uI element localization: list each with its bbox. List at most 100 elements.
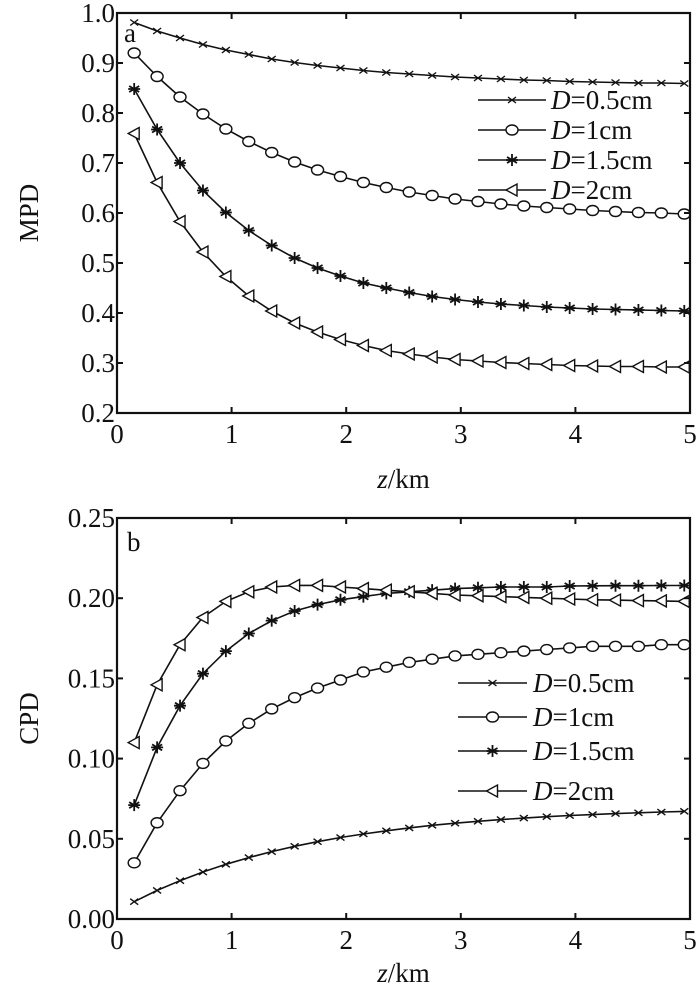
marker-x [634, 79, 643, 87]
marker-triangle-left [333, 332, 347, 347]
marker-x [656, 79, 666, 87]
legend-label-value: =0.5cm [571, 85, 653, 115]
marker-star [632, 304, 645, 316]
marker-triangle-left [653, 593, 668, 609]
x-axis-title-unit: /km [388, 464, 430, 494]
series-D=2cm [126, 126, 690, 375]
marker-x [427, 71, 437, 80]
legend-label: D=1.5cm [532, 736, 634, 766]
marker-star [471, 581, 484, 594]
series-D=0.5cm [129, 18, 689, 88]
y-tick-label: 0.15 [68, 663, 115, 693]
y-tick-label: 0.3 [81, 348, 115, 378]
marker-circle [608, 640, 623, 653]
marker-star [563, 580, 576, 593]
marker-x [565, 811, 575, 820]
marker-circle [196, 108, 210, 120]
marker-x [175, 877, 185, 885]
marker-triangle-left [401, 346, 415, 362]
marker-triangle-left [539, 357, 553, 372]
marker-x [611, 810, 620, 818]
marker-x [336, 64, 345, 72]
marker-circle [287, 156, 302, 168]
x-tick-label: 5 [683, 925, 697, 955]
marker-star [334, 270, 347, 282]
marker-star [494, 580, 507, 593]
marker-x [175, 34, 185, 42]
marker-triangle-left [516, 590, 530, 605]
legend-entry: D=2cm [458, 776, 614, 806]
marker-triangle-left [287, 578, 301, 593]
marker-triangle-left [126, 126, 140, 141]
marker-triangle-left [630, 359, 645, 374]
marker-triangle-left [241, 584, 255, 599]
x-tick-label: 2 [339, 419, 353, 449]
x-tick-label: 5 [683, 419, 697, 449]
y-tick-label: 0.10 [68, 744, 115, 774]
marker-star [219, 206, 232, 219]
marker-circle [448, 193, 462, 205]
marker-x [267, 55, 277, 63]
marker-star [426, 290, 439, 303]
marker-circle [173, 784, 187, 797]
marker-star [586, 303, 599, 315]
marker-circle [242, 135, 256, 148]
marker-x [427, 821, 437, 829]
marker-x [634, 809, 643, 817]
marker-triangle-left [447, 352, 461, 367]
series-D=0.5cm [129, 807, 689, 906]
marker-x [290, 842, 300, 850]
legend-entry: D=0.5cm [458, 668, 634, 698]
marker-circle [562, 642, 577, 654]
series-line [133, 810, 685, 903]
marker-triangle-left [539, 591, 553, 606]
marker-star [655, 579, 668, 592]
marker-x [152, 27, 162, 35]
series-D=2cm [126, 578, 690, 750]
marker-triangle-left [172, 637, 186, 652]
marker-star [380, 282, 393, 294]
legend-label-variable: D [532, 776, 553, 806]
marker-circle [310, 164, 325, 176]
marker-circle [265, 146, 279, 159]
marker-x [473, 74, 483, 82]
legend-label: D=2cm [532, 776, 614, 806]
marker-circle [608, 205, 623, 218]
marker-triangle-left [149, 677, 163, 692]
marker-x [588, 78, 598, 86]
series-D=1cm [127, 47, 691, 220]
marker-star [311, 262, 324, 274]
marker-x [450, 73, 460, 81]
panel-label: a [124, 18, 136, 48]
marker-circle [356, 666, 371, 678]
marker-circle [356, 176, 371, 189]
marker-x [404, 824, 414, 832]
marker-star [517, 299, 530, 312]
marker-triangle-left [264, 303, 278, 319]
x-axis-title-unit: /km [388, 958, 430, 986]
marker-triangle-left [172, 214, 186, 229]
marker-circle [173, 91, 187, 103]
marker-star [311, 598, 324, 611]
marker-star [449, 293, 462, 306]
marker-triangle-left [447, 587, 461, 603]
y-axis-title: MPD [14, 184, 44, 243]
legend-entry: D=1.5cm [478, 145, 652, 175]
marker-star [242, 224, 255, 237]
marker-star [288, 605, 301, 618]
x-axis-title: z/km [376, 958, 430, 986]
marker-circle [425, 189, 439, 202]
marker-x [336, 833, 345, 842]
marker-x [313, 838, 322, 846]
marker-star [678, 305, 691, 317]
marker-circle [471, 195, 485, 208]
marker-circle [310, 682, 325, 694]
marker-x [488, 679, 497, 687]
y-tick-label: 0.05 [68, 824, 115, 854]
y-tick-label: 0.9 [81, 48, 115, 78]
series-D=1.5cm [128, 83, 691, 317]
marker-star [403, 286, 416, 299]
marker-x [198, 40, 208, 49]
x-tick-label: 1 [225, 925, 239, 955]
